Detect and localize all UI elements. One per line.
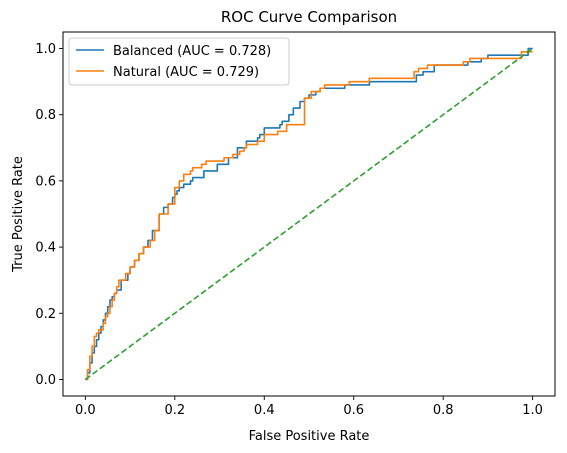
y-axis-label: True Positive Rate [11,156,26,273]
legend-box [68,37,290,86]
y-tick-label: 0.2 [35,307,56,322]
legend-label: Natural (AUC = 0.729) [113,65,259,80]
y-tick-label: 0.6 [35,174,56,189]
x-axis-label: False Positive Rate [249,429,370,444]
series-line-3 [84,47,534,381]
x-tick-label: 1.0 [522,403,543,418]
series-line-2 [85,51,533,381]
x-tick-label: 0.6 [343,403,364,418]
chart-title: ROC Curve Comparison [221,8,397,26]
y-tick-label: 0.0 [35,373,56,388]
x-tick-label: 0.8 [433,403,454,418]
legend-label: Balanced (AUC = 0.728) [113,44,271,59]
x-tick-label: 0.4 [254,403,275,418]
y-tick-label: 0.8 [35,108,56,123]
legend: Balanced (AUC = 0.728) Natural (AUC = 0.7… [68,37,290,86]
series-layer [84,47,534,381]
y-axis: 0.0 0.2 0.4 0.6 0.8 1.0 [35,42,63,388]
y-tick-label: 1.0 [35,42,56,57]
x-axis: 0.0 0.2 0.4 0.6 0.8 1.0 [75,396,543,418]
y-tick-label: 0.4 [35,241,56,256]
x-tick-label: 0.2 [164,403,185,418]
x-tick-label: 0.0 [75,403,96,418]
plot-frame [62,31,556,397]
